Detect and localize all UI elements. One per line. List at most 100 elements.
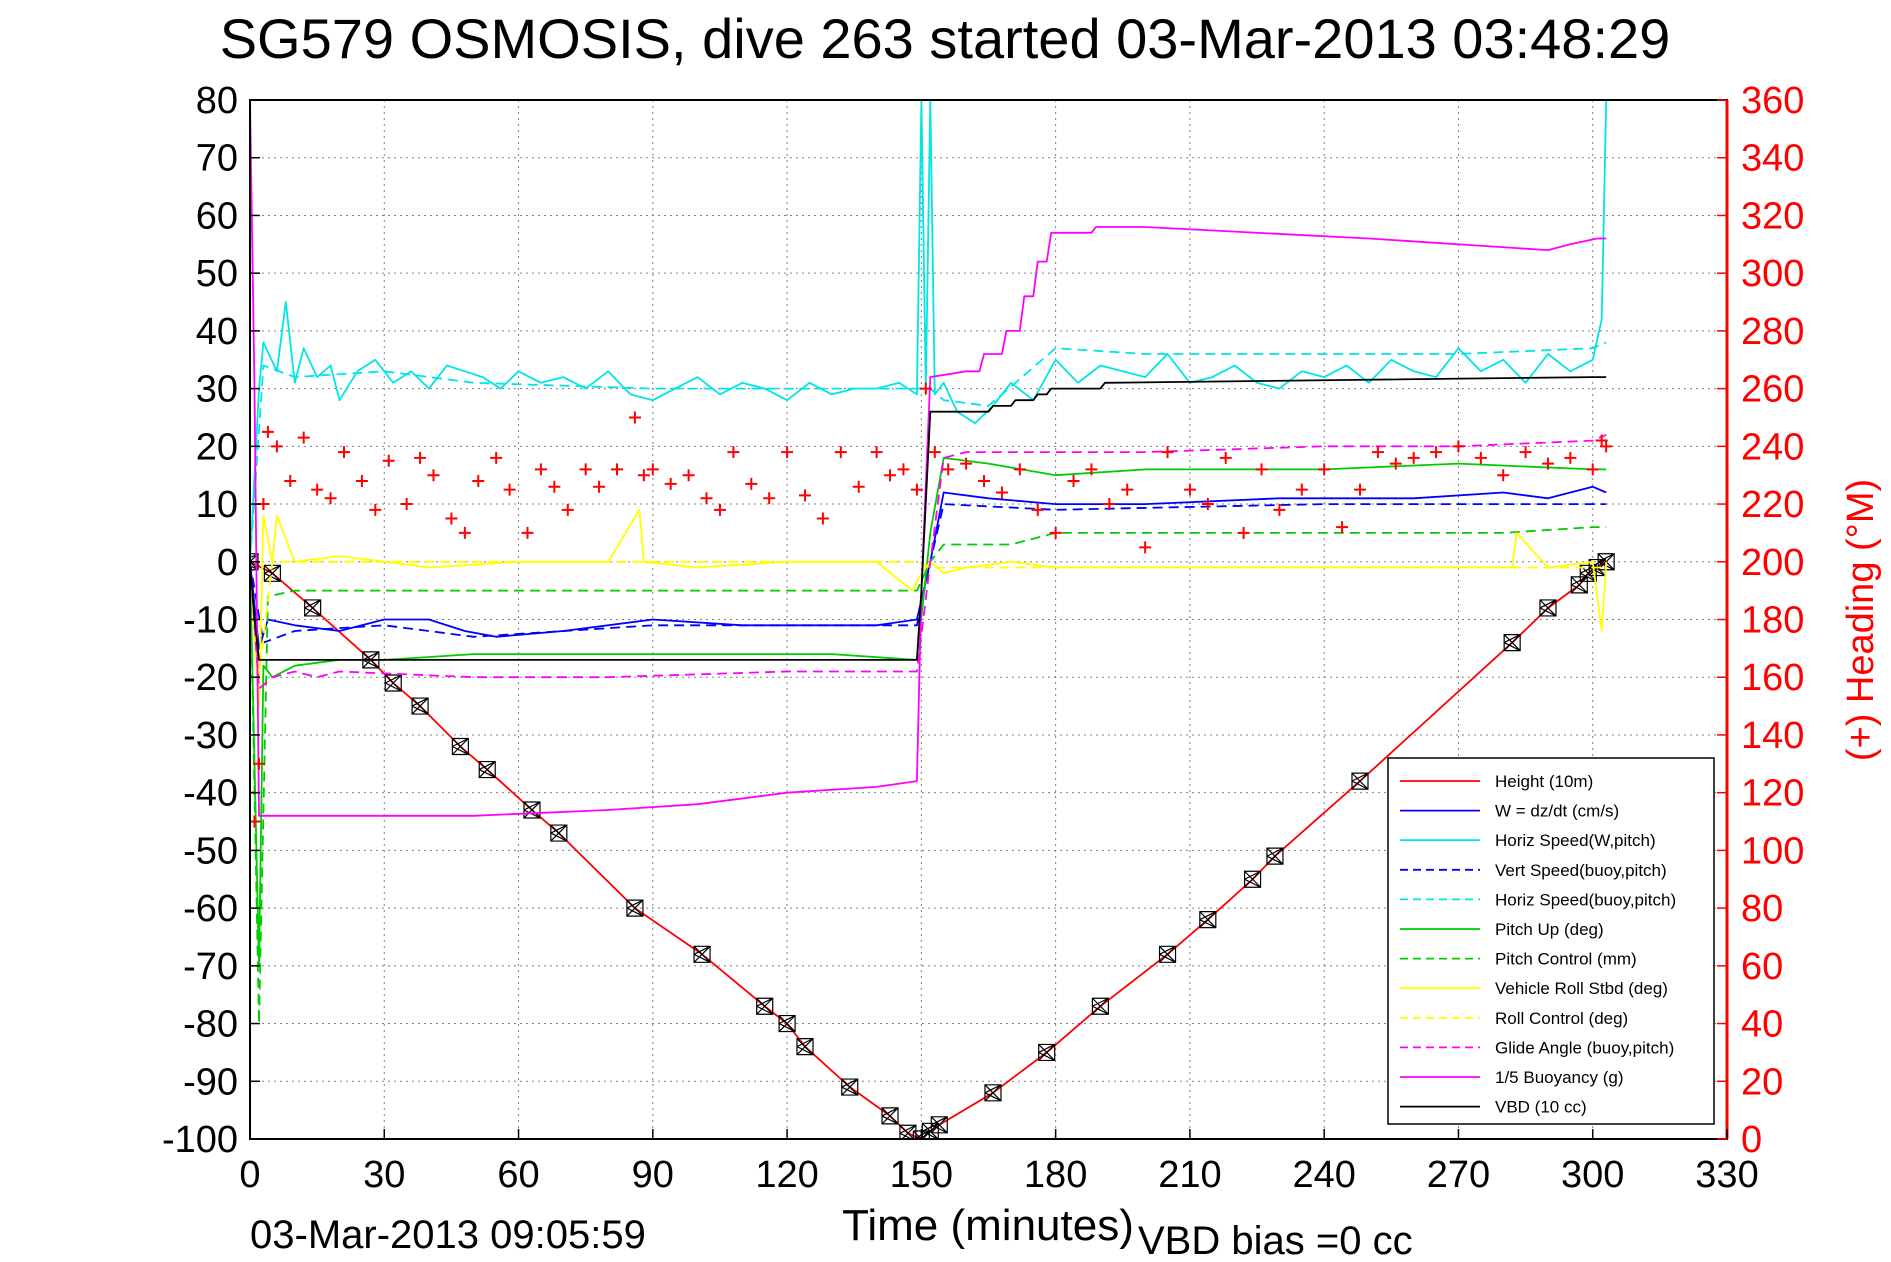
legend-label: Pitch Control (mm) bbox=[1495, 950, 1637, 969]
y-tick-label: -80 bbox=[183, 1004, 238, 1046]
heading-point bbox=[1013, 463, 1026, 476]
height-marker bbox=[250, 553, 259, 571]
right-tick-label: 340 bbox=[1741, 138, 1804, 180]
series-vert-speed-buoy-pitch bbox=[250, 503, 1607, 644]
height-marker bbox=[1158, 945, 1177, 963]
heading-point bbox=[798, 489, 811, 502]
heading-point bbox=[727, 446, 740, 459]
x-tick-label: 330 bbox=[1695, 1154, 1758, 1196]
heading-point bbox=[611, 463, 624, 476]
heading-point bbox=[870, 446, 883, 459]
heading-point bbox=[928, 446, 941, 459]
height-marker bbox=[626, 899, 644, 917]
x-tick-label: 180 bbox=[1024, 1154, 1087, 1196]
heading-point bbox=[311, 483, 324, 496]
heading-point bbox=[897, 463, 910, 476]
y-tick-label: 20 bbox=[196, 426, 238, 468]
heading-point bbox=[1407, 451, 1420, 464]
heading-point bbox=[490, 451, 503, 464]
legend-label: W = dz/dt (cm/s) bbox=[1495, 802, 1619, 821]
heading-point bbox=[400, 498, 413, 511]
heading-point bbox=[978, 474, 991, 487]
height-marker bbox=[778, 1014, 796, 1033]
x-tick-label: 150 bbox=[890, 1154, 953, 1196]
right-tick-label: 280 bbox=[1741, 311, 1804, 353]
legend: Height (10m) W = dz/dt (cm/s) Horiz Speed(… bbox=[1387, 757, 1715, 1125]
heading-point bbox=[763, 492, 776, 505]
x-tick-label: 30 bbox=[363, 1154, 405, 1196]
heading-point bbox=[521, 526, 534, 539]
height-marker bbox=[1199, 911, 1217, 929]
y-tick-label: -50 bbox=[183, 830, 238, 872]
x-tick-label: 0 bbox=[239, 1154, 260, 1196]
height-marker bbox=[930, 1116, 948, 1134]
heading-point bbox=[1497, 469, 1510, 482]
heading-point bbox=[534, 463, 547, 476]
right-tick-label: 300 bbox=[1741, 253, 1804, 295]
right-tick-label: 160 bbox=[1741, 657, 1804, 699]
y-tick-label: 40 bbox=[196, 311, 238, 353]
heading-point bbox=[1067, 474, 1080, 487]
heading-point bbox=[1161, 446, 1174, 459]
chart-title: SG579 OSMOSIS, dive 263 started 03-Mar-2… bbox=[220, 7, 1671, 70]
height-marker bbox=[984, 1084, 1002, 1102]
y-tick-label: 80 bbox=[196, 80, 238, 122]
y-tick-label: -40 bbox=[183, 773, 238, 815]
heading-point bbox=[270, 440, 283, 453]
heading-point bbox=[1430, 446, 1443, 459]
heading-point bbox=[816, 512, 829, 525]
heading-point bbox=[1103, 498, 1116, 511]
heading-point bbox=[1474, 451, 1487, 464]
heading-point bbox=[369, 503, 382, 516]
legend-box bbox=[1387, 757, 1715, 1125]
height-marker bbox=[550, 824, 568, 842]
x-tick-label: 90 bbox=[632, 1154, 674, 1196]
heading-point bbox=[700, 492, 713, 505]
heading-point bbox=[337, 446, 350, 459]
heading-point bbox=[646, 463, 659, 476]
heading-point bbox=[414, 451, 427, 464]
right-tick-label: 360 bbox=[1741, 80, 1804, 122]
heading-point bbox=[942, 463, 955, 476]
legend-label: Horiz Speed(W,pitch) bbox=[1495, 831, 1656, 850]
heading-point bbox=[1201, 498, 1214, 511]
y-tick-label: -90 bbox=[183, 1061, 238, 1103]
height-marker bbox=[1570, 576, 1588, 594]
height-marker bbox=[841, 1078, 859, 1096]
height-marker bbox=[478, 760, 496, 779]
heading-point bbox=[1049, 526, 1062, 539]
x-tick-label: 120 bbox=[755, 1154, 818, 1196]
heading-point bbox=[1237, 526, 1250, 539]
right-tick-label: 320 bbox=[1741, 195, 1804, 237]
y-tick-label: -30 bbox=[183, 715, 238, 757]
heading-point bbox=[960, 457, 973, 470]
height-marker bbox=[1597, 553, 1615, 571]
legend-label: Pitch Up (deg) bbox=[1495, 920, 1604, 939]
y-tick-label: 0 bbox=[217, 542, 238, 584]
height-marker bbox=[1351, 772, 1369, 790]
series-heading-m bbox=[250, 382, 1613, 828]
y-tick-label: 30 bbox=[196, 369, 238, 411]
heading-point bbox=[1389, 457, 1402, 470]
heading-point bbox=[472, 474, 485, 487]
axes: 0 30 60 90 120 150 180 210 240 270 300 330807060504… bbox=[162, 80, 1804, 1196]
x-tick-label: 60 bbox=[497, 1154, 539, 1196]
height-markers bbox=[250, 553, 1615, 1139]
height-marker bbox=[1091, 997, 1109, 1015]
legend-label: Vert Speed(buoy,pitch) bbox=[1495, 861, 1667, 880]
heading-point bbox=[834, 446, 847, 459]
right-axis-label: (+) Heading (°M) bbox=[1840, 479, 1882, 761]
heading-point bbox=[745, 477, 758, 490]
heading-point bbox=[593, 480, 606, 493]
heading-point bbox=[713, 503, 726, 516]
height-marker bbox=[451, 737, 469, 756]
right-tick-label: 100 bbox=[1741, 830, 1804, 872]
heading-point bbox=[1121, 483, 1134, 496]
right-tick-label: 260 bbox=[1741, 369, 1804, 411]
heading-point bbox=[919, 382, 932, 395]
heading-point bbox=[445, 512, 458, 525]
heading-point bbox=[995, 486, 1008, 499]
height-marker bbox=[1243, 870, 1262, 888]
right-tick-label: 60 bbox=[1741, 946, 1783, 988]
y-tick-label: -60 bbox=[183, 888, 238, 930]
